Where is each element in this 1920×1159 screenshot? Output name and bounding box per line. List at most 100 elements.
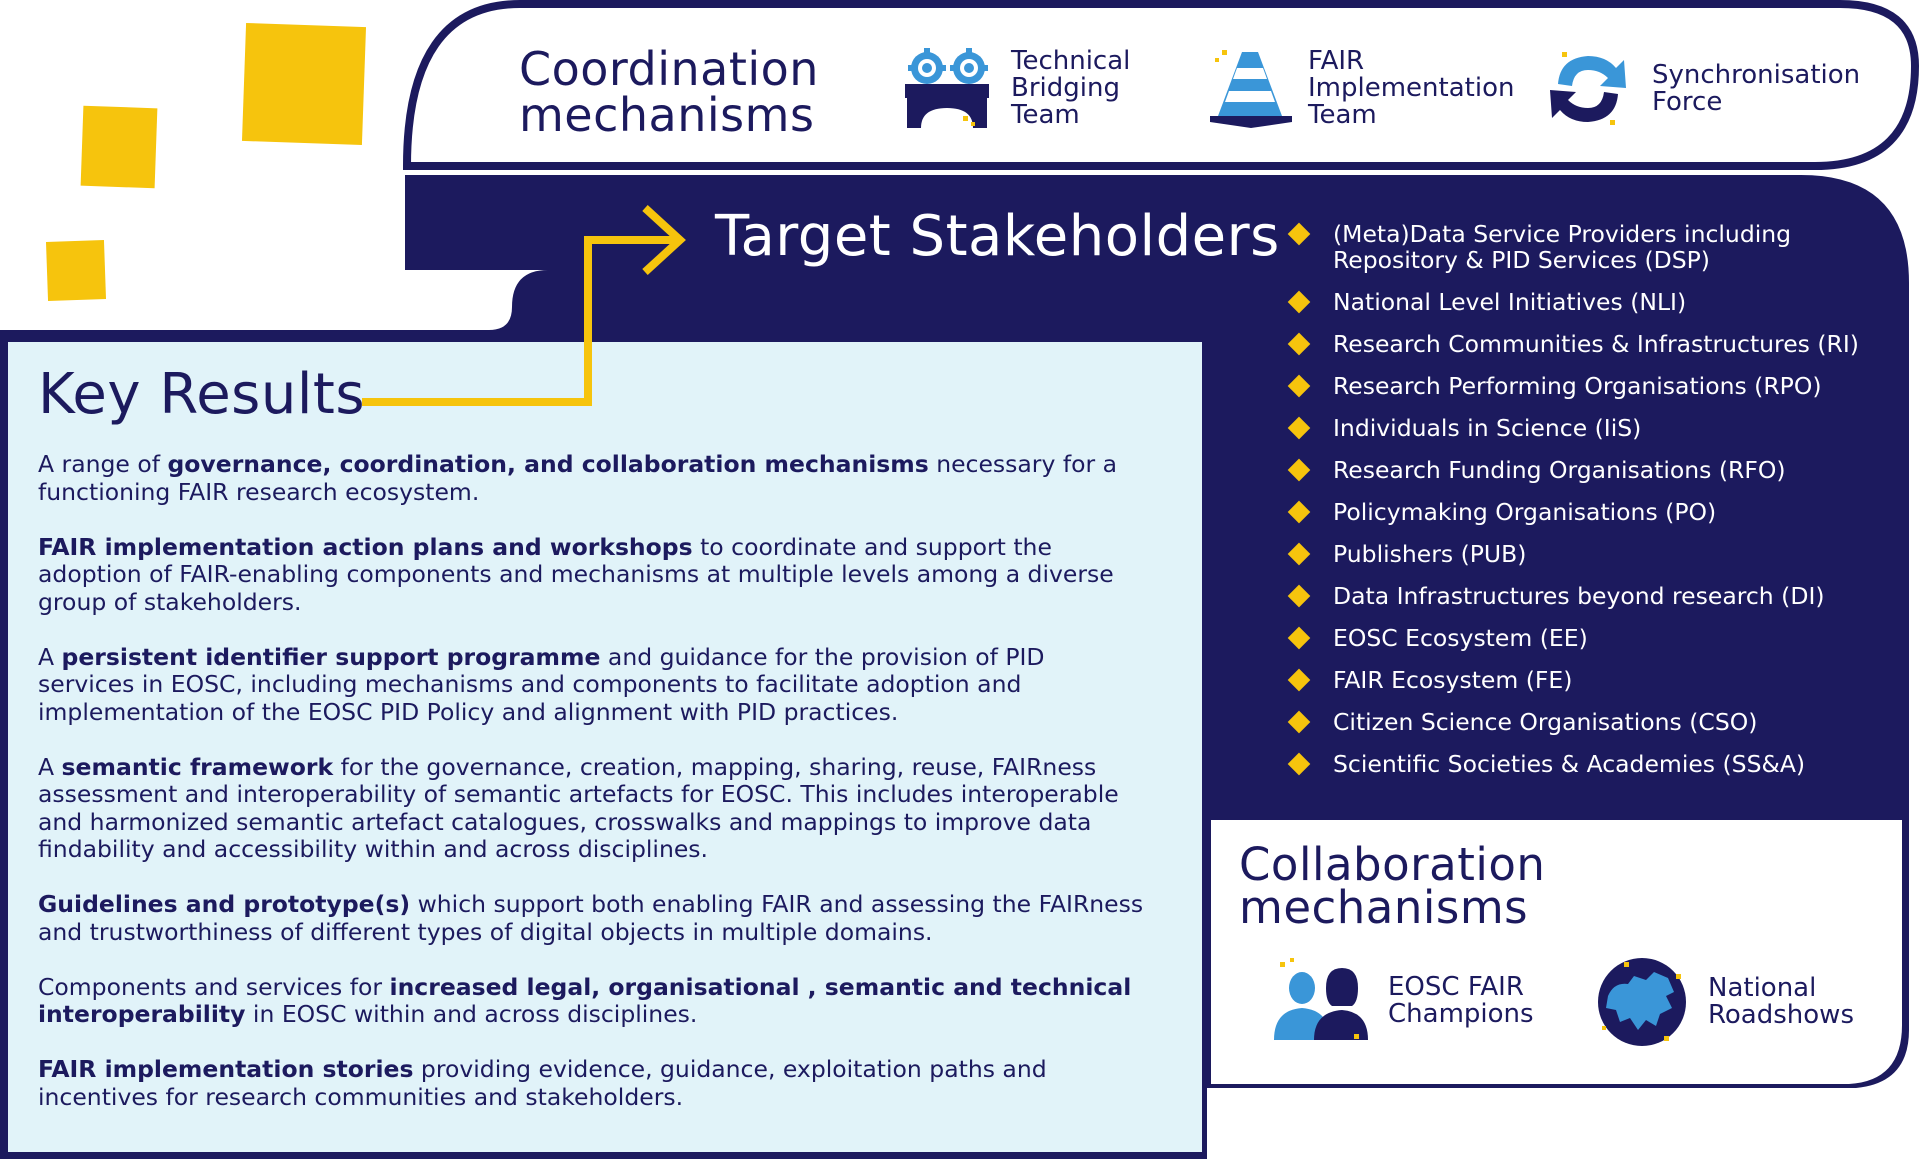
- collaboration-title-line2: mechanisms: [1239, 881, 1529, 934]
- arrow-head-icon: [642, 205, 686, 275]
- national-roadshows: National Roadshows: [1594, 956, 1854, 1048]
- national-roadshows-label: National Roadshows: [1708, 975, 1854, 1029]
- diamond-bullet-icon: [1287, 374, 1311, 398]
- key-results-panel: [8, 342, 1202, 1152]
- label-line: Champions: [1388, 999, 1534, 1029]
- stakeholder-label: National Level Initiatives (NLI): [1333, 288, 1687, 316]
- stakeholder-label: Data Infrastructures beyond research (DI…: [1333, 582, 1825, 610]
- target-stakeholders-title: Target Stakeholders: [715, 204, 1280, 269]
- paragraph-highlight: increased legal, organisational , semant…: [38, 972, 1132, 1028]
- stakeholder-list: (Meta)Data Service Providers including R…: [1285, 221, 1885, 777]
- traffic-cone-icon: [1210, 50, 1292, 128]
- paragraph-text: to coordinate and support the adoption o…: [38, 532, 1114, 616]
- sync-arrows-icon: [1550, 52, 1626, 125]
- collaboration-panel: [1211, 820, 1902, 1084]
- stakeholder-item: Scientific Societies & Academies (SS&A): [1285, 751, 1885, 777]
- eosc-fair-champions: EOSC FAIR Champions: [1272, 958, 1534, 1044]
- diamond-bullet-icon: [1287, 584, 1311, 608]
- technical-bridging-team: Technical Bridging Team: [903, 46, 1130, 130]
- stakeholder-label: Individuals in Science (IiS): [1333, 414, 1642, 442]
- stakeholder-label: Citizen Science Organisations (CSO): [1333, 708, 1758, 736]
- paragraph-highlight: persistent identifier support programme: [61, 642, 601, 671]
- label-line: EOSC FAIR: [1388, 972, 1524, 1002]
- stakeholder-label: Research Communities & Infrastructures (…: [1333, 330, 1859, 358]
- label-line: Technical: [1011, 45, 1131, 76]
- diamond-bullet-icon: [1287, 416, 1311, 440]
- stakeholder-item: Citizen Science Organisations (CSO): [1285, 709, 1885, 735]
- europe-map-icon: [1598, 958, 1686, 1046]
- label-line: Team: [1011, 99, 1080, 130]
- connector-arrow: [362, 236, 676, 406]
- bridge-gears-icon: [905, 48, 989, 128]
- coordination-panel: [402, 0, 1920, 170]
- label-line: Synchronisation: [1652, 60, 1861, 90]
- coordination-title-line2: mechanisms: [519, 88, 815, 142]
- paragraph-text: A: [38, 642, 62, 671]
- paragraph-highlight: FAIR implementation stories: [38, 1055, 414, 1083]
- stakeholder-label: Policymaking Organisations (PO): [1333, 498, 1717, 526]
- paragraph-text: providing evidence, guidance, exploitati…: [38, 1055, 1047, 1111]
- collaboration-title-line1: Collaboration: [1239, 838, 1546, 891]
- paragraph-highlight: semantic framework: [61, 752, 334, 781]
- paragraph-highlight: FAIR implementation action plans and wor…: [38, 532, 693, 561]
- champions-people-icon: [1274, 958, 1368, 1040]
- stakeholder-item: Individuals in Science (IiS): [1285, 415, 1885, 441]
- fair-implementation-team-label: FAIR Implementation Team: [1308, 45, 1515, 130]
- stakeholder-item: National Level Initiatives (NLI): [1285, 289, 1885, 315]
- diamond-bullet-icon: [1287, 668, 1311, 692]
- stakeholder-item: (Meta)Data Service Providers including R…: [1285, 221, 1885, 273]
- paragraph-text: and guidance for the provision of PID se…: [38, 642, 1045, 726]
- label-line: National: [1708, 973, 1817, 1003]
- paragraph-text: A: [38, 752, 62, 781]
- key-result-paragraph: A semantic framework for the governance,…: [38, 752, 1148, 864]
- stakeholder-item: Publishers (PUB): [1285, 541, 1885, 567]
- diamond-bullet-icon: [1287, 222, 1311, 246]
- diamond-bullet-icon: [1287, 332, 1311, 356]
- key-results-title: Key Results: [38, 362, 366, 427]
- synchronisation-force: Synchronisation Force: [1540, 48, 1860, 130]
- diamond-bullet-icon: [1287, 626, 1311, 650]
- key-result-paragraph: FAIR implementation action plans and wor…: [38, 532, 1148, 617]
- collaboration-title: Collaboration mechanisms: [1239, 838, 1546, 934]
- coordination-title-line1: Coordination: [519, 42, 819, 96]
- paragraph-text: necessary for a functioning FAIR researc…: [38, 450, 1118, 506]
- diamond-bullet-icon: [1287, 458, 1311, 482]
- diamond-bullet-icon: [1287, 710, 1311, 734]
- paragraph-text: which support both enabling FAIR and ass…: [38, 890, 1144, 946]
- label-line: FAIR: [1308, 45, 1365, 76]
- stakeholder-item: FAIR Ecosystem (FE): [1285, 667, 1885, 693]
- stakeholder-label: Scientific Societies & Academies (SS&A): [1333, 750, 1806, 778]
- paragraph-text: A range of: [38, 450, 168, 478]
- label-line: Implementation: [1308, 72, 1515, 103]
- stakeholder-item: EOSC Ecosystem (EE): [1285, 625, 1885, 651]
- stakeholder-item: Policymaking Organisations (PO): [1285, 499, 1885, 525]
- technical-bridging-team-label: Technical Bridging Team: [1011, 45, 1131, 130]
- stakeholder-label: Publishers (PUB): [1333, 540, 1527, 568]
- eosc-fair-champions-label: EOSC FAIR Champions: [1388, 974, 1534, 1028]
- stakeholder-label: Research Funding Organisations (RFO): [1333, 456, 1786, 484]
- stakeholder-label: FAIR Ecosystem (FE): [1333, 666, 1573, 694]
- key-results-body: A range of governance, coordination, and…: [38, 450, 1148, 1139]
- paragraph-highlight: governance, coordination, and collaborat…: [167, 450, 929, 478]
- stakeholder-item: Research Communities & Infrastructures (…: [1285, 331, 1885, 357]
- stakeholder-item: Data Infrastructures beyond research (DI…: [1285, 583, 1885, 609]
- label-line: Force: [1652, 87, 1723, 117]
- key-result-paragraph: Guidelines and prototype(s) which suppor…: [38, 890, 1148, 946]
- label-line: Roadshows: [1708, 1000, 1854, 1030]
- stakeholder-label: (Meta)Data Service Providers including R…: [1333, 220, 1792, 274]
- diamond-bullet-icon: [1287, 290, 1311, 314]
- fair-implementation-team: FAIR Implementation Team: [1208, 46, 1514, 130]
- paragraph-text: Components and services for: [38, 972, 390, 1001]
- key-result-paragraph: A range of governance, coordination, and…: [38, 450, 1148, 506]
- stakeholder-label: Research Performing Organisations (RPO): [1333, 372, 1822, 400]
- key-result-paragraph: A persistent identifier support programm…: [38, 642, 1148, 727]
- stakeholder-item: Research Performing Organisations (RPO): [1285, 373, 1885, 399]
- label-line: Bridging: [1011, 72, 1120, 103]
- diamond-bullet-icon: [1287, 500, 1311, 524]
- coordination-title: Coordination mechanisms: [519, 46, 819, 138]
- key-result-paragraph: FAIR implementation stories providing ev…: [38, 1055, 1148, 1111]
- paragraph-text: in EOSC within and across disciplines.: [245, 1000, 698, 1028]
- synchronisation-force-label: Synchronisation Force: [1652, 62, 1860, 116]
- label-line: Team: [1308, 99, 1377, 130]
